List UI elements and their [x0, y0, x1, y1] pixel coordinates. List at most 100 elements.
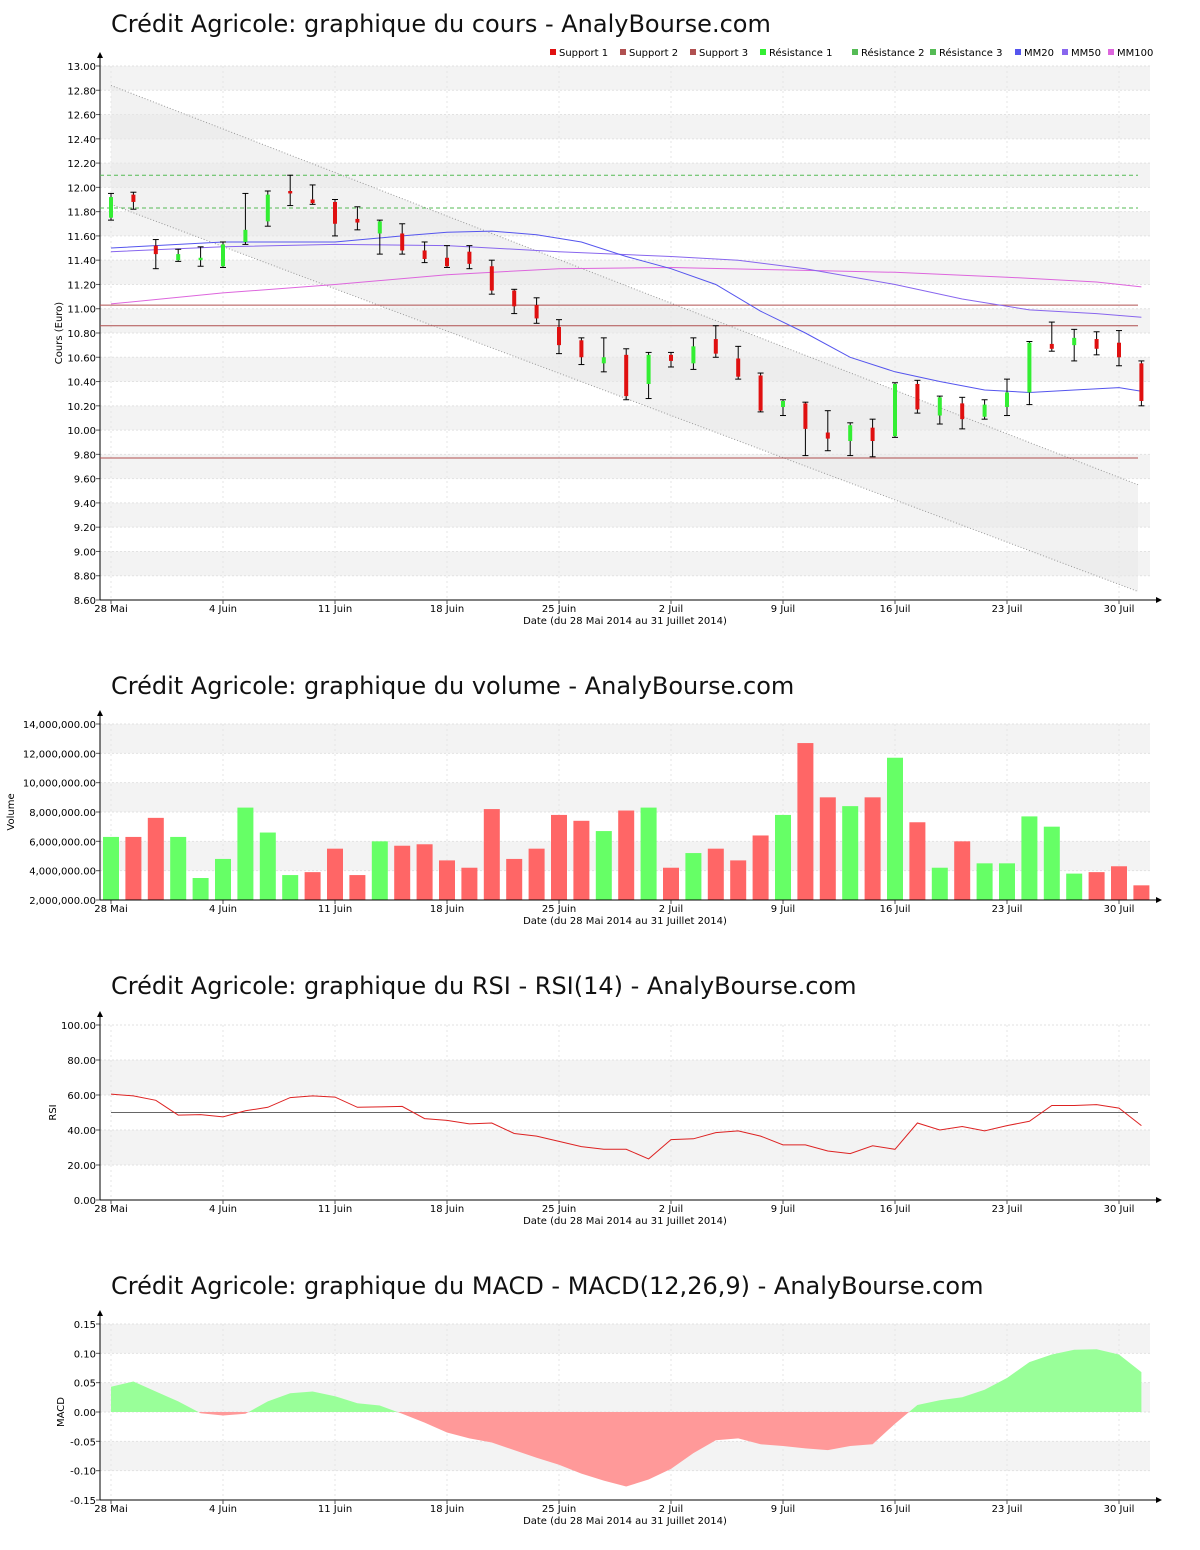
grid-band — [100, 1060, 1150, 1095]
rsi-line — [110, 1093, 1142, 1160]
grid-band — [100, 66, 1150, 91]
x-tick-label: 2 Juil — [659, 604, 683, 615]
x-tick-label: 18 Juin — [430, 904, 464, 915]
chart-title: Crédit Agricole: graphique du volume - A… — [111, 672, 795, 700]
x-tick-label: 30 Juil — [1104, 1204, 1135, 1215]
x-axis-arrow — [1156, 897, 1162, 903]
volume-bar — [1133, 885, 1150, 900]
trend-channel — [111, 85, 1138, 592]
legend-swatch — [1062, 49, 1068, 55]
grid-band — [100, 405, 1150, 431]
candle-body — [1027, 342, 1032, 393]
volume-bar — [170, 836, 187, 900]
volume-bar — [864, 797, 881, 900]
y-tick-label: 0.00 — [74, 1196, 96, 1207]
y-tick-label: 13.00 — [67, 62, 96, 73]
y-tick-label: 11.40 — [67, 256, 96, 267]
y-axis-label: Cours (Euro) — [54, 302, 65, 365]
volume-bar — [125, 836, 142, 900]
candle-body — [512, 290, 517, 307]
candle-body — [870, 427, 875, 442]
macd-chart: -0.15 -0.10 -0.05 0.00 0.05 0.10 0.15 28 Mai 4 J… — [56, 1310, 1162, 1527]
chart-title: Crédit Agricole: graphique du RSI - RSI(… — [111, 972, 857, 1000]
grid-band — [100, 724, 1150, 754]
y-tick-label: -0.15 — [70, 1496, 96, 1507]
mm50-line — [110, 243, 1142, 318]
x-tick-label: 28 Mai — [94, 1204, 127, 1215]
candle-body — [1094, 339, 1099, 349]
x-tick-label: 25 Juin — [542, 604, 576, 615]
volume-bar — [439, 860, 455, 900]
candle-body — [221, 244, 225, 267]
x-tick-label: 16 Juil — [880, 604, 911, 615]
y-tick-label: 11.00 — [67, 305, 96, 316]
legend-swatch — [620, 49, 626, 55]
candle-body — [1049, 343, 1054, 349]
x-tick-label: 16 Juil — [880, 1504, 911, 1515]
x-tick-label: 9 Juil — [771, 904, 795, 915]
grid-band — [100, 260, 1150, 285]
legend-label: Résistance 1 — [769, 47, 832, 59]
candle-body — [781, 400, 785, 408]
volume-bar — [909, 822, 926, 900]
y-tick-label: 40.00 — [67, 1126, 96, 1137]
candle-body — [1005, 392, 1009, 408]
candle-body — [758, 375, 763, 411]
x-tick-label: 25 Juin — [542, 1204, 576, 1215]
volume-bar — [976, 863, 993, 900]
volume-bar — [640, 807, 657, 900]
x-axis-label: Date (du 28 Mai 2014 au 31 Juillet 2014) — [523, 1516, 727, 1527]
volume-bar — [461, 867, 478, 900]
mm20-line — [110, 230, 1142, 394]
volume-bar — [147, 817, 164, 900]
y-tick-label: 12.80 — [67, 86, 96, 97]
grid-band — [100, 782, 1150, 812]
volume-bar — [259, 832, 276, 900]
x-tick-label: 18 Juin — [430, 604, 464, 615]
candle-body — [467, 251, 472, 264]
x-tick-label: 4 Juin — [209, 1504, 237, 1515]
grid-band — [100, 1130, 1150, 1165]
volume-bar — [215, 858, 231, 900]
y-tick-label: 11.60 — [67, 232, 96, 243]
x-tick-label: 30 Juil — [1104, 604, 1135, 615]
candle-body — [109, 197, 113, 218]
x-tick-label: 9 Juil — [771, 604, 795, 615]
y-tick-label: 0.00 — [74, 1408, 96, 1419]
candle-body — [445, 257, 449, 267]
volume-chart-panel: Crédit Agricole: graphique du volume - A… — [0, 660, 1200, 940]
grid-band — [100, 551, 1150, 576]
y-tick-label: -0.05 — [70, 1437, 96, 1448]
rsi-chart: 0.00 20.00 40.00 60.00 80.00 100.00 28 Mai 4 Ju… — [48, 1011, 1162, 1227]
mm100-line — [110, 266, 1142, 305]
price-chart-panel: Crédit Agricole: graphique du cours - An… — [0, 0, 1200, 640]
candle-body — [825, 432, 830, 439]
candle-body — [176, 254, 181, 261]
volume-bar — [506, 858, 523, 900]
volume-bar — [573, 820, 590, 900]
legend-label: Résistance 2 — [861, 47, 924, 59]
candle-body — [736, 358, 741, 377]
x-tick-label: 16 Juil — [880, 1204, 911, 1215]
candle-body — [534, 305, 539, 319]
y-tick-label: 11.80 — [67, 208, 96, 219]
volume-bar — [775, 814, 791, 900]
x-tick-label: 23 Juil — [992, 1204, 1023, 1215]
x-tick-label: 2 Juil — [659, 904, 683, 915]
grid-band — [100, 1324, 1150, 1354]
x-tick-label: 11 Juin — [318, 1504, 352, 1515]
candle-body — [310, 199, 315, 204]
x-tick-label: 2 Juil — [659, 1504, 683, 1515]
volume-bar — [394, 845, 411, 900]
volume-bar — [1066, 873, 1083, 900]
x-tick-label: 9 Juil — [771, 1204, 795, 1215]
x-tick-label: 16 Juil — [880, 904, 911, 915]
candle-body — [1117, 342, 1121, 358]
candle-body — [355, 218, 360, 223]
y-tick-label: 9.00 — [74, 547, 96, 558]
legend-swatch — [1108, 49, 1114, 55]
legend-label: MM20 — [1024, 48, 1054, 59]
volume-bar — [663, 867, 679, 900]
x-tick-label: 23 Juil — [992, 604, 1023, 615]
x-tick-label: 4 Juin — [209, 904, 237, 915]
